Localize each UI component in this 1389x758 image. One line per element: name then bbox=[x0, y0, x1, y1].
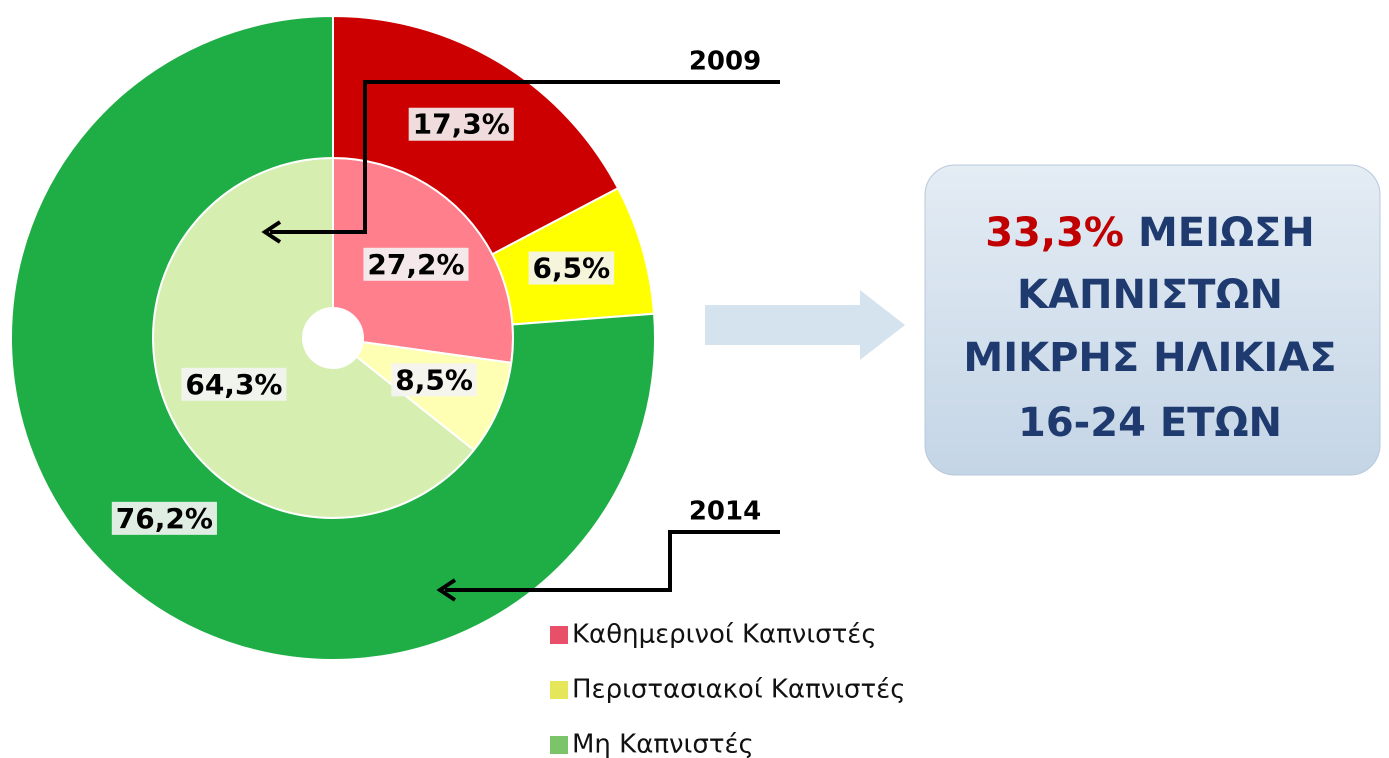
label-bg bbox=[111, 501, 217, 535]
callout-line: 33,3% ΜΕΙΩΣΗ bbox=[985, 210, 1315, 256]
pointer-2009 bbox=[270, 80, 780, 234]
ring-label: 2014 bbox=[689, 497, 761, 527]
flow-arrow bbox=[705, 290, 905, 360]
callout-text: 16-24 ΕΤΩΝ bbox=[1018, 400, 1282, 446]
data-label: 64,3% bbox=[185, 368, 282, 401]
label-bg bbox=[408, 107, 514, 141]
data-label: 17,3% bbox=[413, 108, 510, 141]
data-label: 8,5% bbox=[395, 363, 473, 396]
arrow-head bbox=[261, 220, 282, 244]
donut-slice bbox=[10, 14, 656, 661]
pointer-2014 bbox=[445, 530, 780, 592]
legend-label: Περιστασιακοί Καπνιστές bbox=[572, 675, 906, 705]
arrow-head bbox=[436, 578, 457, 602]
data-labels: 27,2% 8,5% 64,3% 17,3% 6,5% 76,2% bbox=[111, 107, 615, 535]
rings bbox=[10, 14, 656, 661]
legend-label: Καθημερινοί Καπνιστές bbox=[572, 620, 877, 650]
label-bg bbox=[528, 251, 615, 285]
callout-box bbox=[924, 164, 1381, 476]
data-label: 27,2% bbox=[367, 248, 464, 281]
callout-text: ΚΑΠΝΙΣΤΩΝ bbox=[1017, 272, 1283, 318]
callout-text: ΜΕΙΩΣΗ bbox=[1138, 210, 1315, 256]
callout-highlight: 33,3% bbox=[985, 210, 1124, 256]
callout-text: ΜΙΚΡΗΣ ΗΛΙΚΙΑΣ bbox=[963, 335, 1336, 381]
pointers bbox=[261, 80, 780, 602]
label-bg bbox=[391, 363, 477, 397]
legend-swatch bbox=[550, 626, 568, 644]
legend-swatch bbox=[550, 736, 568, 754]
legend-label: Μη Καπνιστές bbox=[572, 730, 754, 758]
data-label: 6,5% bbox=[533, 252, 611, 285]
data-label: 76,2% bbox=[116, 502, 213, 535]
ring-label: 2009 bbox=[689, 47, 761, 77]
legend-swatch bbox=[550, 681, 568, 699]
label-bg bbox=[363, 247, 469, 281]
label-bg bbox=[181, 367, 287, 401]
